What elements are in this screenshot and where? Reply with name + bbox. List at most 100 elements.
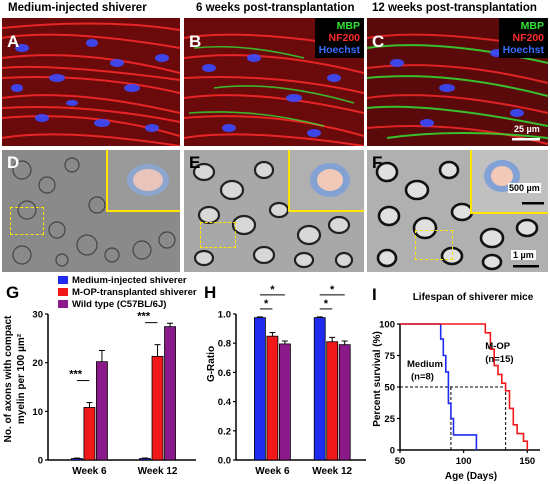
legend-swatch-medium xyxy=(58,276,68,284)
chart-g-bar xyxy=(139,458,151,461)
dashed-roi-e xyxy=(200,222,236,248)
stain-nf200: NF200 xyxy=(328,32,360,44)
panel-label-c: C xyxy=(372,32,385,51)
chart-i-ytick-label: 25 xyxy=(384,414,395,425)
chart-g-bar xyxy=(96,361,108,461)
stain-hoechst-c: Hoechst xyxy=(502,44,544,56)
stain-legend-c: MBP NF200 Hoechst xyxy=(498,18,548,58)
panel-f-em: 500 µm F 1 µm xyxy=(367,150,548,272)
panel-label-b: B xyxy=(189,32,202,51)
chart-i-label-medium: Medium xyxy=(407,359,443,370)
panel-label-a: A xyxy=(7,32,20,51)
chart-g-bar xyxy=(71,458,83,461)
chart-i-label-medium-n: (n=8) xyxy=(411,371,434,382)
legend-label-wt: Wild type (C57BL/6J) xyxy=(72,298,167,310)
chart-h: H G-Ratio 0.0 0.2 0.4 0.6 0.8 1.0 Week 6 Week 1… xyxy=(204,283,366,477)
panel-label-d: D xyxy=(7,153,20,172)
chart-h-xtick-label: Week 6 xyxy=(255,466,290,477)
inset-e xyxy=(288,150,364,212)
chart-h-bar xyxy=(266,335,279,461)
chart-i-ytick-label: 100 xyxy=(379,320,395,331)
chart-g-sig-label: *** xyxy=(137,311,151,323)
chart-h-ytick-label: 0.0 xyxy=(218,456,231,467)
legend-item-medium: Medium-injected shiverer xyxy=(58,274,197,286)
header-12-weeks: 12 weeks post-transplantation xyxy=(372,2,537,14)
chart-i-ylabel: Percent survival (%) xyxy=(372,331,383,427)
chart-h-ytick-label: 0.2 xyxy=(218,426,231,437)
inset-f: 500 µm xyxy=(470,150,548,214)
stain-legend-b: MBP NF200 Hoechst xyxy=(314,18,364,58)
panel-b-fluorescence: B MBP NF200 Hoechst xyxy=(184,18,364,146)
chart-g: G No. of axons with compact myelin per 1… xyxy=(3,283,196,477)
chart-h-bar xyxy=(338,344,351,461)
legend-swatch-wt xyxy=(58,300,68,308)
panel-a-fluorescence: A xyxy=(2,18,180,146)
panel-label-f: F xyxy=(372,153,383,172)
stain-hoechst: Hoechst xyxy=(318,44,360,56)
dashed-roi-d xyxy=(10,207,44,235)
group-legend: Medium-injected shiverer M-OP-transplant… xyxy=(58,274,197,310)
legend-label-medium: Medium-injected shiverer xyxy=(72,274,187,286)
fluorescence-image-a xyxy=(2,18,180,146)
chart-i: I Lifespan of shiverer mice Percent surv… xyxy=(372,285,540,482)
panel-label-e: E xyxy=(189,153,201,172)
chart-h-bar xyxy=(313,317,326,461)
chart-g-sig-label: *** xyxy=(69,369,83,381)
legend-item-mop: M-OP-transplanted shiverer xyxy=(58,286,197,298)
chart-h-bar xyxy=(326,341,339,461)
chart-i-series-line xyxy=(400,323,478,450)
panel-label-i: I xyxy=(372,285,377,304)
scale-bar-em-label: 1 µm xyxy=(511,250,536,260)
scale-bar-inset-label: 500 µm xyxy=(508,183,541,193)
panel-e-em: E xyxy=(184,150,364,272)
chart-h-bar xyxy=(254,317,266,461)
chart-h-sig-label: * xyxy=(324,298,329,310)
inset-f-axon xyxy=(472,150,548,212)
panel-c-fluorescence: C MBP NF200 Hoechst 25 µm xyxy=(367,18,548,146)
chart-g-xtick-label: Week 12 xyxy=(138,466,178,477)
chart-g-ylabel-1: No. of axons with compact xyxy=(3,315,14,442)
chart-h-bar xyxy=(279,343,291,461)
chart-i-xtick-label: 100 xyxy=(456,456,472,467)
legend-item-wt: Wild type (C57BL/6J) xyxy=(58,298,197,310)
chart-g-bar xyxy=(164,326,176,461)
chart-h-ytick-label: 0.4 xyxy=(218,397,232,408)
chart-h-ylabel: G-Ratio xyxy=(206,346,217,382)
chart-i-ytick-label: 50 xyxy=(384,383,395,394)
chart-i-xtick-label: 50 xyxy=(395,456,406,467)
chart-h-sig-label: * xyxy=(270,284,275,296)
dashed-roi-f xyxy=(415,230,453,260)
panel-d-em: D xyxy=(2,150,180,272)
stain-mbp: MBP xyxy=(336,20,360,32)
stain-nf200-c: NF200 xyxy=(512,32,544,44)
chart-g-ytick-label: 20 xyxy=(32,358,43,369)
chart-h-ytick-label: 1.0 xyxy=(218,310,231,321)
chart-g-bar xyxy=(151,355,164,461)
chart-i-ytick-label: 0 xyxy=(390,446,395,457)
chart-h-ytick-label: 0.8 xyxy=(218,339,231,350)
chart-g-ytick-label: 0 xyxy=(38,456,43,467)
chart-i-label-mop: M-OP xyxy=(485,341,510,352)
chart-i-series-line xyxy=(400,323,529,450)
fluorescence-image-b xyxy=(184,18,364,146)
chart-i-xlabel: Age (Days) xyxy=(445,471,497,482)
chart-h-ytick-label: 0.6 xyxy=(218,368,231,379)
chart-g-ytick-label: 10 xyxy=(32,407,43,418)
legend-label-mop: M-OP-transplanted shiverer xyxy=(72,286,197,298)
header-medium-injected: Medium-injected shiverer xyxy=(8,2,147,14)
panel-label-h: H xyxy=(204,283,216,302)
scale-bar-fluor-label: 25 µm xyxy=(514,124,540,134)
chart-i-label-mop-n: (n=15) xyxy=(485,354,513,365)
chart-i-ytick-label: 75 xyxy=(384,351,395,362)
chart-h-sig-label: * xyxy=(264,298,269,310)
legend-swatch-mop xyxy=(58,288,68,296)
chart-g-bar xyxy=(83,407,96,461)
inset-d-axon xyxy=(108,150,180,210)
chart-h-sig-label: * xyxy=(330,284,335,296)
chart-g-ytick-label: 30 xyxy=(32,310,43,321)
stain-mbp-c: MBP xyxy=(520,20,544,32)
chart-h-xtick-label: Week 12 xyxy=(312,466,352,477)
chart-i-title: Lifespan of shiverer mice xyxy=(413,292,534,303)
header-6-weeks: 6 weeks post-transplantation xyxy=(196,2,355,14)
chart-i-xtick-label: 150 xyxy=(519,456,535,467)
